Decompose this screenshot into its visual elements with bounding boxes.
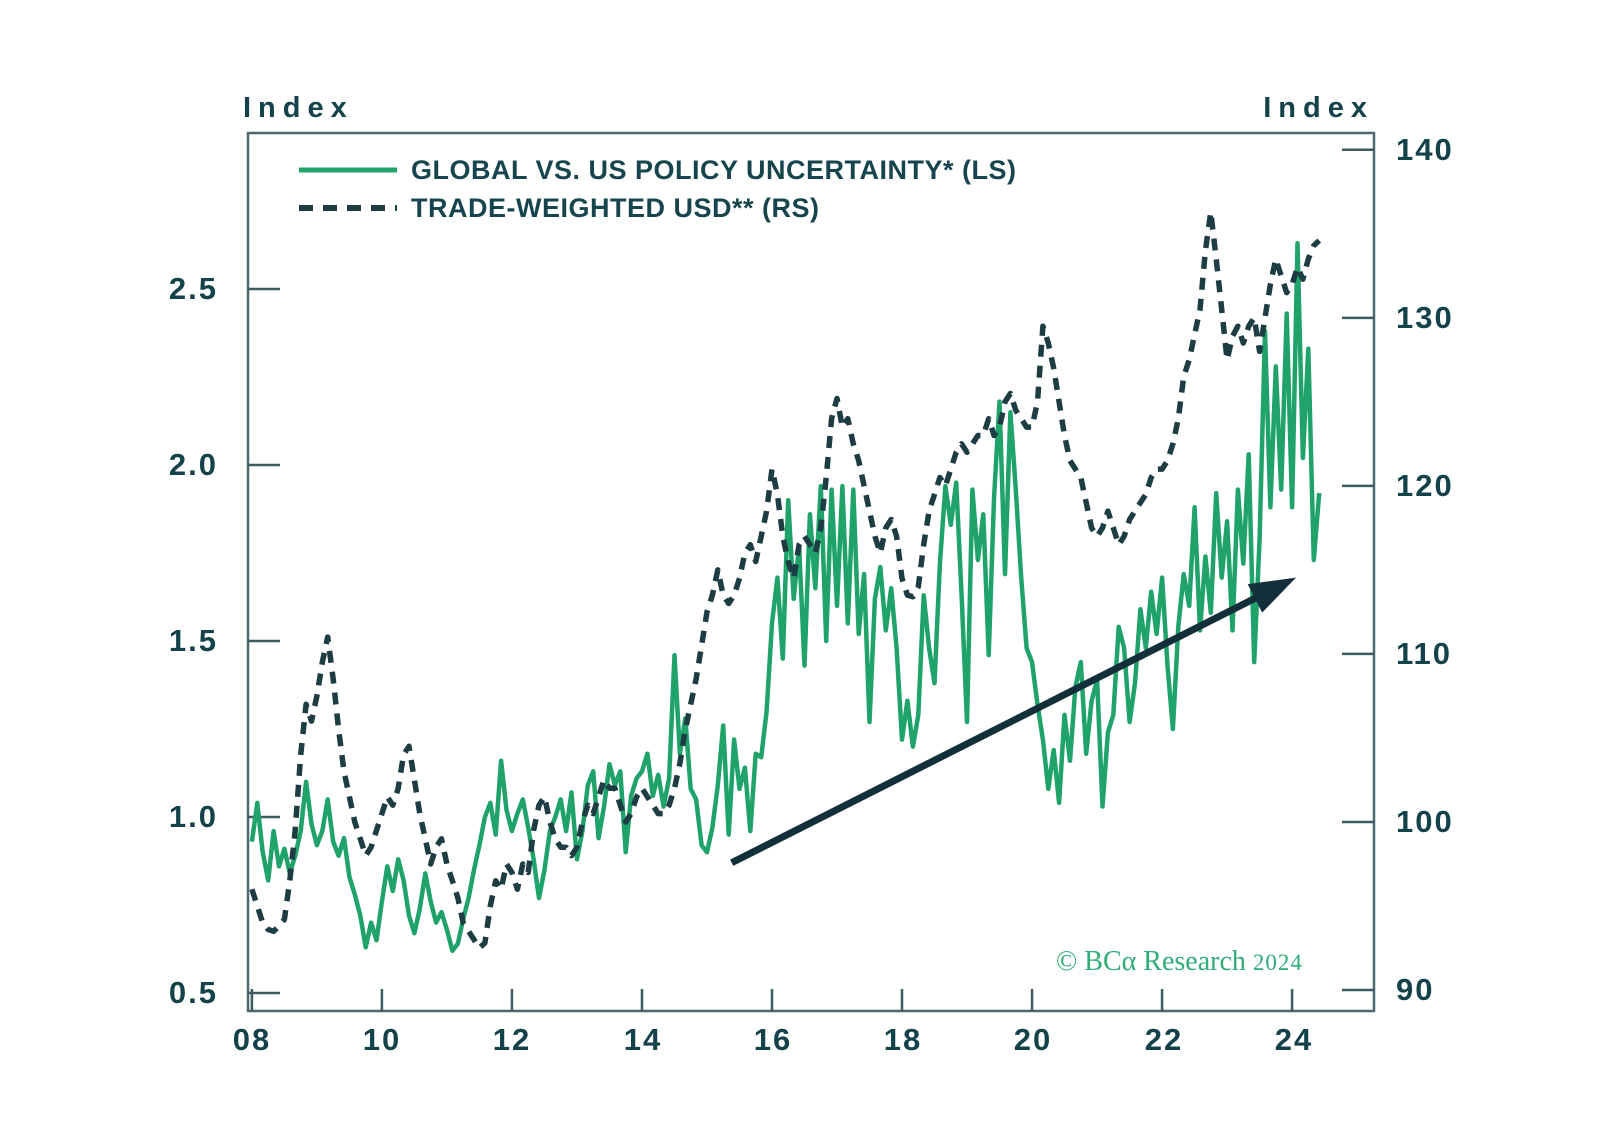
y-left-tick-label: 2.0 <box>168 447 218 482</box>
y-left-tick-label: 1.0 <box>168 799 218 834</box>
y-right-tick-label: 130 <box>1396 300 1454 335</box>
x-tick-label: 10 <box>362 1022 402 1057</box>
copyright-year: 2024 <box>1252 950 1303 975</box>
left-axis-title: Index <box>243 92 354 124</box>
uncertainty-line <box>249 240 1322 954</box>
copyright-note: © BCα Research 2024 <box>1056 946 1303 978</box>
y-left-tick-label: 1.5 <box>168 623 218 658</box>
x-tick-label: 08 <box>232 1022 272 1057</box>
x-tick-label: 24 <box>1274 1022 1314 1057</box>
y-left-tick-label: 0.5 <box>168 975 218 1010</box>
x-tick-label: 14 <box>623 1022 663 1057</box>
usd-line <box>249 209 1322 951</box>
y-right-tick-label: 140 <box>1396 132 1454 167</box>
plot-frame <box>246 131 1376 1013</box>
x-tick-label: 12 <box>492 1022 532 1057</box>
x-tick-label: 22 <box>1144 1022 1184 1057</box>
y-right-tick-label: 110 <box>1396 636 1453 671</box>
legend-label-usd: TRADE-WEIGHTED USD** (RS) <box>411 193 820 223</box>
trend-arrow-shaft <box>730 592 1262 866</box>
right-axis-title: Index <box>1263 92 1374 124</box>
legend-label-uncertainty: GLOBAL VS. US POLICY UNCERTAINTY* (LS) <box>411 155 1017 185</box>
trend-arrow-head <box>1247 577 1296 613</box>
y-right-tick-label: 90 <box>1396 972 1435 1007</box>
x-tick-label: 16 <box>753 1022 793 1057</box>
y-left-tick-label: 2.5 <box>168 271 218 306</box>
copyright-text: © BCα Research <box>1056 946 1246 977</box>
x-tick-label: 18 <box>883 1022 923 1057</box>
y-right-tick-label: 120 <box>1396 468 1454 503</box>
x-tick-label: 20 <box>1013 1022 1053 1057</box>
y-right-tick-label: 100 <box>1396 804 1454 839</box>
